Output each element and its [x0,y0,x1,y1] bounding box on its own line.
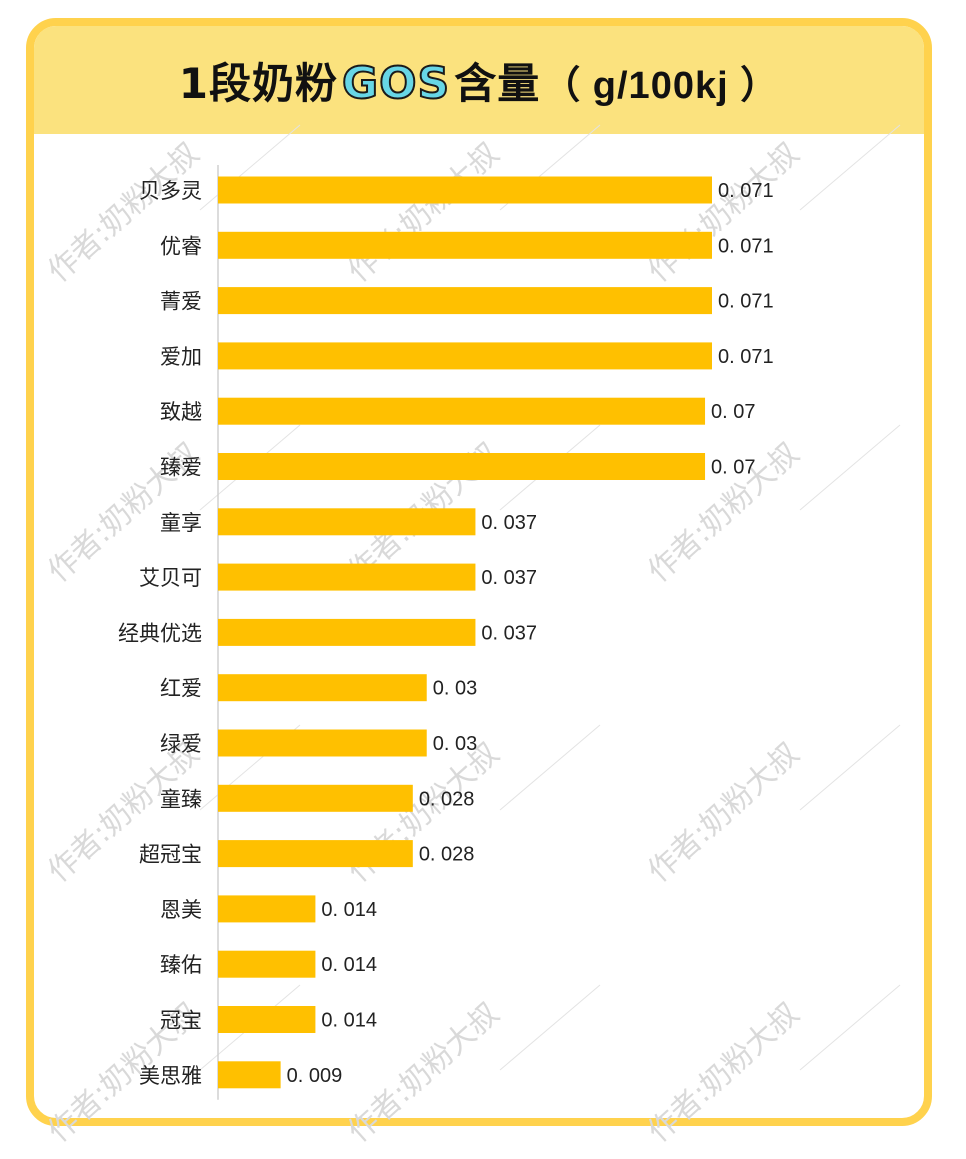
bar [218,618,476,646]
value-label: 0. 037 [481,512,537,534]
title-suffix: 含量 [454,58,541,108]
bar [218,176,712,204]
value-label: 0. 03 [433,733,477,755]
category-label: 美思雅 [139,1064,202,1088]
watermark-line [799,984,901,1071]
watermark-line [799,724,901,811]
bar [218,563,476,591]
category-label: 臻爱 [160,456,202,480]
bar [218,840,413,868]
chart-title: 1段奶粉GOS含量（ g/100kj ） [179,50,779,111]
value-label: 0. 03 [433,678,477,700]
watermark-line [499,724,601,811]
category-label: 菁爱 [160,290,202,314]
bar [218,342,712,370]
value-label: 0. 071 [718,235,774,257]
watermark-text: 作者:奶粉大叔 [641,136,806,289]
bar [218,1061,281,1089]
watermark-line [199,124,301,211]
value-label: 0. 028 [419,844,475,866]
category-label: 冠宝 [160,1009,202,1033]
watermark-line [499,984,601,1071]
watermark-line [799,124,901,211]
bar [218,895,316,923]
category-label: 爱加 [160,345,202,369]
title-unit: （ g/100kj ） [542,64,780,107]
category-label: 童享 [160,511,202,535]
category-label: 超冠宝 [139,843,202,867]
value-label: 0. 009 [287,1065,343,1087]
title-banner: 1段奶粉GOS含量（ g/100kj ） [34,26,924,134]
title-prefix: 1段奶粉 [178,58,338,108]
value-label: 0. 014 [321,1010,377,1032]
bar [218,453,706,480]
category-label: 经典优选 [118,621,202,645]
bar [218,397,706,425]
category-label: 红爱 [160,677,202,701]
bar [218,287,712,315]
category-label: 致越 [160,400,202,424]
value-label: 0. 014 [321,954,377,976]
bar [218,1006,316,1033]
watermark-text: 作者:奶粉大叔 [341,136,506,289]
value-label: 0. 071 [718,180,774,202]
category-label: 艾贝可 [139,566,202,590]
value-label: 0. 071 [718,346,774,368]
category-label: 贝多灵 [139,179,202,203]
category-label: 臻佑 [160,953,202,977]
value-label: 0. 028 [419,788,475,810]
watermark-text: 作者:奶粉大叔 [41,136,206,289]
watermark-text: 作者:奶粉大叔 [641,736,806,889]
value-label: 0. 07 [711,457,755,479]
title-highlight: GOS [341,57,451,110]
bar [218,729,427,757]
bar [218,674,427,702]
value-label: 0. 014 [321,899,377,921]
bar [218,784,413,812]
category-label: 绿爱 [160,732,202,756]
value-label: 0. 037 [481,567,537,589]
bar [218,231,712,259]
category-label: 童臻 [160,787,202,811]
category-label: 优睿 [160,234,202,258]
watermark-text: 作者:奶粉大叔 [641,996,806,1149]
category-label: 恩美 [160,898,202,922]
bar [218,508,476,536]
watermark-line [799,424,901,511]
value-label: 0. 07 [711,401,755,423]
value-label: 0. 071 [718,291,774,313]
value-label: 0. 037 [481,622,537,644]
bar [218,950,316,978]
